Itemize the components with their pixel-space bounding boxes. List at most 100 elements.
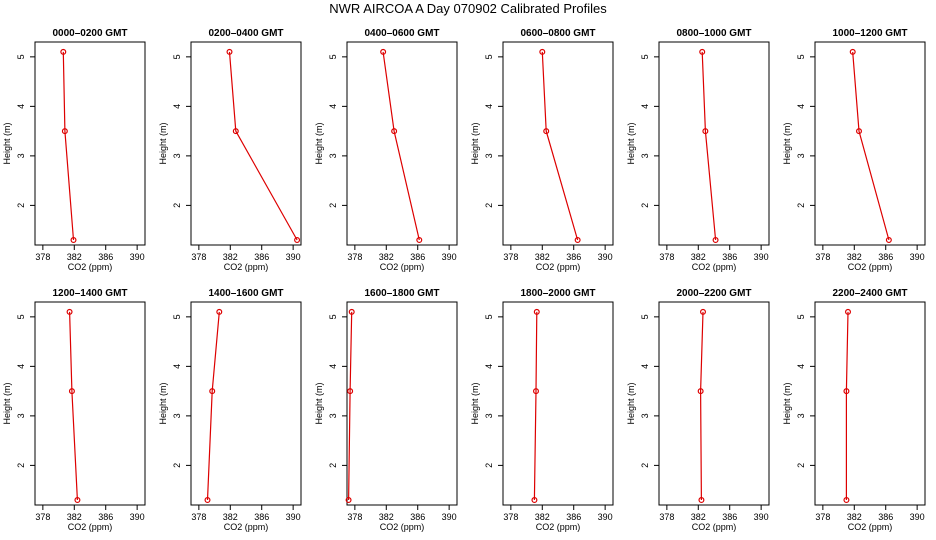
y-tick-label: 3	[796, 153, 806, 158]
x-tick-label: 386	[722, 512, 737, 522]
plot-frame	[34, 301, 146, 506]
panel-title: 1200–1400 GMT	[52, 288, 127, 299]
x-axis-label: CO2 (ppm)	[848, 522, 893, 532]
y-tick-label: 5	[172, 54, 182, 59]
chart-panel-7: 1400–1600 GMT 378 382 386 390 CO2 (ppm) 2 3 4 5 He…	[158, 288, 302, 532]
y-axis-label: Height (m)	[158, 122, 168, 164]
data-point	[531, 497, 538, 504]
y-tick-label: 2	[172, 463, 182, 468]
data-point	[533, 308, 540, 315]
data-point	[698, 497, 705, 504]
panel-title: 1800–2000 GMT	[520, 288, 595, 299]
y-axis-label: Height (m)	[470, 382, 480, 424]
y-tick-label: 3	[16, 153, 26, 158]
x-tick-label: 390	[910, 252, 925, 262]
y-tick-label: 5	[640, 54, 650, 59]
x-tick-label: 390	[754, 252, 769, 262]
y-tick-label: 4	[16, 104, 26, 109]
y-tick-label: 4	[16, 364, 26, 369]
y-tick-label: 3	[16, 413, 26, 418]
data-point	[209, 388, 216, 395]
data-point	[699, 48, 706, 55]
x-tick-label: 382	[379, 252, 394, 262]
y-tick-label: 3	[640, 153, 650, 158]
x-axis-label: CO2 (ppm)	[848, 262, 893, 272]
panel-title: 0200–0400 GMT	[208, 28, 283, 39]
x-tick-label: 390	[442, 512, 457, 522]
x-tick-label: 382	[535, 252, 550, 262]
panel-title: 1400–1600 GMT	[208, 288, 283, 299]
y-axis-label: Height (m)	[782, 122, 792, 164]
chart-panel-3: 0600–0800 GMT 378 382 386 390 CO2 (ppm) 2 3 4 5 He…	[470, 28, 614, 272]
data-point	[844, 308, 851, 315]
x-tick-label: 382	[67, 252, 82, 262]
y-tick-label: 2	[640, 203, 650, 208]
x-axis-label: CO2 (ppm)	[224, 262, 269, 272]
panel-title: 0400–0600 GMT	[364, 28, 439, 39]
x-axis-label: CO2 (ppm)	[68, 522, 113, 532]
y-axis-label: Height (m)	[158, 382, 168, 424]
y-tick-label: 4	[328, 104, 338, 109]
y-tick-label: 4	[484, 364, 494, 369]
y-axis-label: Height (m)	[470, 122, 480, 164]
data-point	[539, 48, 546, 55]
y-tick-label: 3	[328, 153, 338, 158]
y-tick-label: 2	[328, 463, 338, 468]
x-tick-label: 378	[347, 512, 362, 522]
y-axis-label: Height (m)	[314, 122, 324, 164]
y-tick-label: 4	[796, 104, 806, 109]
data-point	[348, 308, 355, 315]
y-tick-label: 2	[796, 463, 806, 468]
x-axis-label: CO2 (ppm)	[224, 522, 269, 532]
y-tick-label: 2	[328, 203, 338, 208]
plot-frame	[346, 41, 458, 246]
data-point	[702, 128, 709, 135]
data-point	[226, 48, 233, 55]
panel-title: 2200–2400 GMT	[832, 288, 907, 299]
y-axis-label: Height (m)	[2, 382, 12, 424]
y-tick-label: 3	[640, 413, 650, 418]
data-point	[68, 388, 75, 395]
profile-line	[852, 51, 890, 241]
plot-frame	[190, 301, 302, 506]
chart-panel-6: 1200–1400 GMT 378 382 386 390 CO2 (ppm) 2 3 4 5 He…	[2, 288, 146, 532]
y-tick-label: 5	[328, 54, 338, 59]
y-tick-label: 5	[796, 314, 806, 319]
x-tick-label: 386	[410, 512, 425, 522]
y-tick-label: 4	[640, 104, 650, 109]
x-tick-label: 386	[722, 252, 737, 262]
x-tick-label: 378	[503, 512, 518, 522]
x-tick-label: 382	[847, 252, 862, 262]
plot-frame	[658, 301, 770, 506]
data-point	[70, 237, 77, 244]
x-axis-label: CO2 (ppm)	[536, 262, 581, 272]
data-point	[532, 388, 539, 395]
y-tick-label: 4	[640, 364, 650, 369]
data-point	[843, 497, 850, 504]
plot-frame	[34, 41, 146, 246]
x-tick-label: 390	[130, 252, 145, 262]
x-tick-label: 382	[691, 252, 706, 262]
data-point	[61, 128, 68, 135]
y-axis-label: Height (m)	[2, 122, 12, 164]
y-tick-label: 3	[328, 413, 338, 418]
y-tick-label: 2	[796, 203, 806, 208]
chart-panel-8: 1600–1800 GMT 378 382 386 390 CO2 (ppm) 2 3 4 5 He…	[314, 288, 458, 532]
x-tick-label: 390	[286, 252, 301, 262]
data-point	[416, 237, 423, 244]
data-point	[345, 497, 352, 504]
y-tick-label: 2	[640, 463, 650, 468]
y-tick-label: 2	[16, 463, 26, 468]
data-point	[232, 128, 239, 135]
x-tick-label: 386	[878, 252, 893, 262]
x-tick-label: 386	[566, 512, 581, 522]
x-tick-label: 378	[191, 512, 206, 522]
x-tick-label: 386	[254, 252, 269, 262]
panel-title: 1000–1200 GMT	[832, 28, 907, 39]
x-axis-label: CO2 (ppm)	[692, 262, 737, 272]
x-tick-label: 382	[379, 512, 394, 522]
x-tick-label: 386	[410, 252, 425, 262]
plot-frame	[814, 41, 926, 246]
data-point	[855, 128, 862, 135]
y-tick-label: 3	[172, 153, 182, 158]
